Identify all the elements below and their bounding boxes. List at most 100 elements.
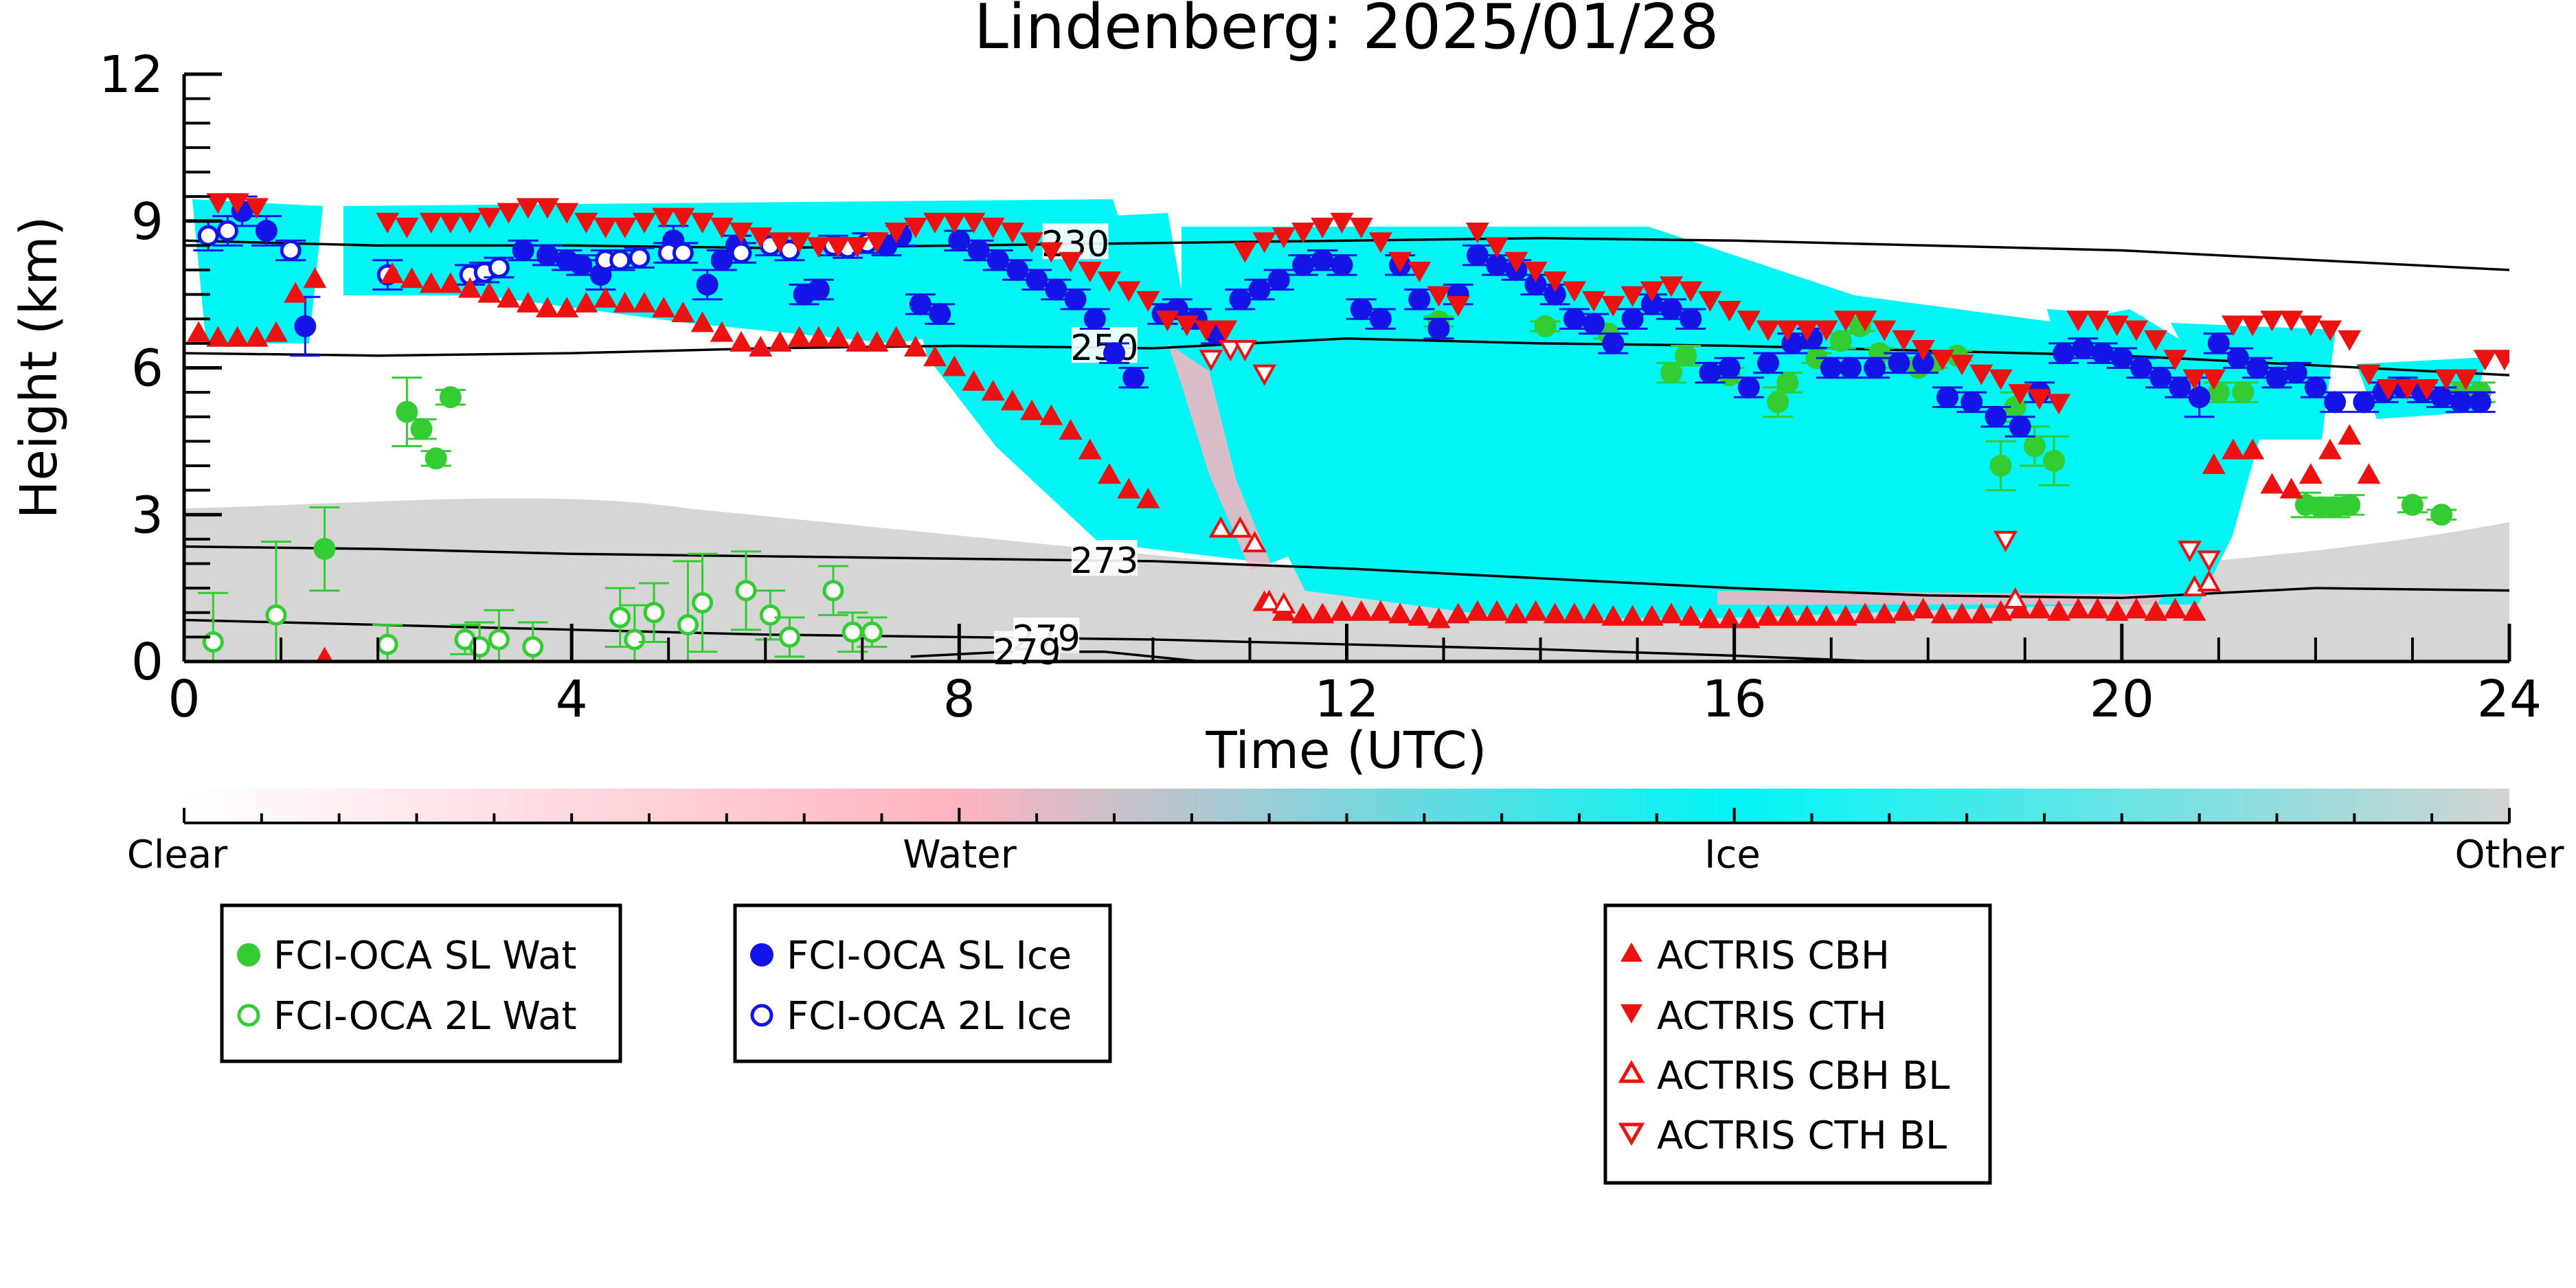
data-point: [522, 636, 544, 658]
x-tick-label: 8: [943, 670, 975, 729]
data-point: [255, 220, 278, 242]
data-point: [1388, 602, 1412, 624]
data-point: [884, 326, 908, 347]
data-point: [1853, 310, 1877, 332]
data-point: [2338, 424, 2362, 445]
legend-actris: ACTRIS CBH ACTRIS CTH ACTRIS CBH BL ACTR…: [1603, 903, 1992, 1185]
data-point: [2454, 369, 2478, 390]
data-point: [1083, 308, 1106, 330]
data-point: [536, 244, 558, 267]
data-point: [303, 267, 327, 289]
data-point: [822, 580, 844, 602]
data-point: [1252, 364, 1277, 386]
data-point: [1485, 600, 1509, 621]
data-point: [2124, 320, 2148, 341]
isotherm-230: [184, 236, 2509, 271]
data-point: [1117, 281, 1141, 302]
data-point: [2338, 494, 2361, 516]
data-point: [2144, 330, 2168, 351]
data-point: [846, 237, 870, 258]
data-point: [806, 326, 831, 347]
data-point: [206, 326, 230, 347]
data-point: [516, 198, 540, 219]
x-tick-label: 16: [1702, 670, 1767, 729]
x-tick-label: 12: [1314, 670, 1379, 729]
data-point: [986, 249, 1009, 271]
data-point: [555, 203, 579, 224]
data-point: [1349, 600, 1373, 621]
data-point: [1524, 600, 1548, 621]
legend-marker-fci-2l-wat: [237, 1004, 260, 1027]
x-tick-label: 0: [168, 670, 200, 729]
data-point: [1136, 487, 1160, 508]
data-point: [1194, 320, 1218, 341]
series-actris-cth-bl: [1199, 340, 2222, 572]
data-point: [594, 286, 618, 308]
data-point: [1601, 605, 1625, 626]
data-point: [981, 380, 1005, 401]
data-point: [2091, 342, 2114, 365]
data-point: [187, 321, 211, 342]
data-point: [216, 220, 238, 242]
data-point: [1930, 350, 1954, 371]
x-tick-label: 20: [2090, 670, 2154, 729]
data-point: [1175, 315, 1199, 337]
data-point: [2450, 391, 2472, 414]
data-point: [629, 247, 651, 269]
data-point: [1679, 605, 1703, 626]
data-point: [1936, 386, 1958, 409]
data-point: [1961, 391, 1983, 414]
data-point: [2163, 598, 2187, 619]
data-point: [2043, 449, 2066, 472]
data-point: [1000, 223, 1024, 243]
data-point: [1814, 320, 1838, 341]
data-point: [2357, 364, 2381, 385]
data-point: [1776, 320, 1800, 341]
data-point: [1717, 607, 1741, 629]
data-point: [1199, 350, 1223, 372]
data-point: [488, 629, 510, 651]
data-point: [1698, 291, 1722, 312]
data-point: [206, 193, 230, 214]
data-point: [1912, 352, 1934, 374]
legend-marker-actris-cbh: [1620, 942, 1642, 962]
data-point: [1795, 605, 1819, 626]
data-point: [2110, 347, 2133, 370]
data-point: [1006, 259, 1028, 281]
data-point: [438, 272, 462, 293]
data-point: [2395, 379, 2419, 400]
data-point: [671, 207, 695, 229]
data-point: [1233, 242, 1257, 263]
data-point: [1000, 389, 1024, 411]
data-point: [671, 302, 695, 323]
data-point: [497, 203, 521, 224]
data-point: [1543, 271, 1567, 293]
data-point: [1208, 516, 1233, 538]
data-point: [458, 212, 482, 234]
data-point: [284, 282, 308, 303]
data-point: [555, 297, 579, 317]
data-point: [1888, 352, 1910, 374]
data-point: [396, 400, 418, 423]
data-point: [458, 277, 482, 298]
data-point: [1446, 602, 1470, 624]
data-point: [1679, 281, 1703, 302]
data-point: [1582, 291, 1606, 312]
data-point: [826, 326, 850, 347]
data-point: [1291, 223, 1315, 243]
data-point: [2353, 391, 2375, 414]
data-point: [2279, 310, 2303, 332]
data-point: [1989, 455, 2012, 477]
data-point: [1717, 301, 1741, 321]
legend-marker-fci-sl-wat: [237, 943, 260, 967]
data-point: [677, 614, 699, 636]
data-point: [225, 193, 249, 214]
data-point: [1388, 251, 1412, 273]
data-point: [2318, 320, 2342, 341]
data-point: [1853, 602, 1877, 624]
data-point: [2202, 369, 2226, 390]
data-point: [294, 315, 317, 337]
data-point: [632, 212, 656, 234]
data-point: [570, 253, 593, 276]
data-point: [1504, 602, 1528, 624]
